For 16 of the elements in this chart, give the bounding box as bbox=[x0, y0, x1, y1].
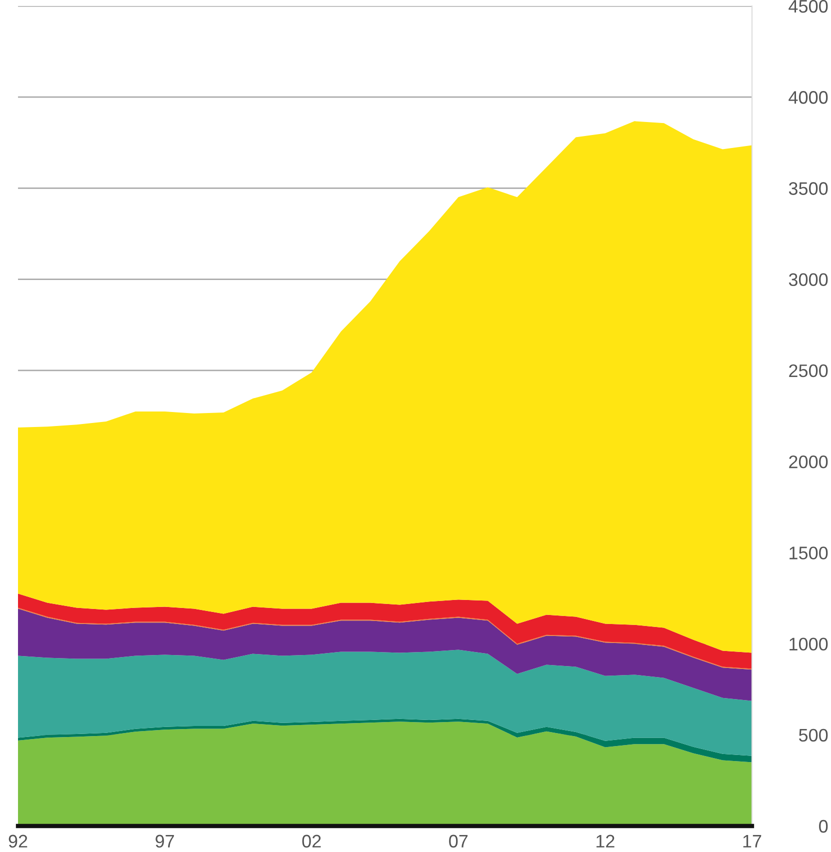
x-tick-label: 12 bbox=[596, 834, 614, 848]
y-tick-label: 3000 bbox=[788, 273, 828, 286]
y-tick-label: 1500 bbox=[790, 546, 828, 560]
y-tick-label: 3500 bbox=[788, 182, 828, 195]
y-tick-label: 500 bbox=[798, 728, 828, 742]
x-tick-label: 97 bbox=[156, 834, 174, 848]
x-tick-label: 07 bbox=[449, 834, 468, 848]
y-tick-label: 0 bbox=[819, 820, 828, 833]
x-tick-label: 02 bbox=[302, 834, 321, 848]
y-tick-label: 2000 bbox=[789, 455, 828, 468]
y-tick-label: 4500 bbox=[788, 0, 828, 13]
y-tick-label: 4000 bbox=[788, 91, 828, 104]
y-tick-label: 1000 bbox=[790, 638, 828, 650]
y-tick-label: 2500 bbox=[789, 364, 828, 378]
x-tick-label: 92 bbox=[8, 834, 28, 848]
x-tick-label: 17 bbox=[743, 834, 762, 848]
